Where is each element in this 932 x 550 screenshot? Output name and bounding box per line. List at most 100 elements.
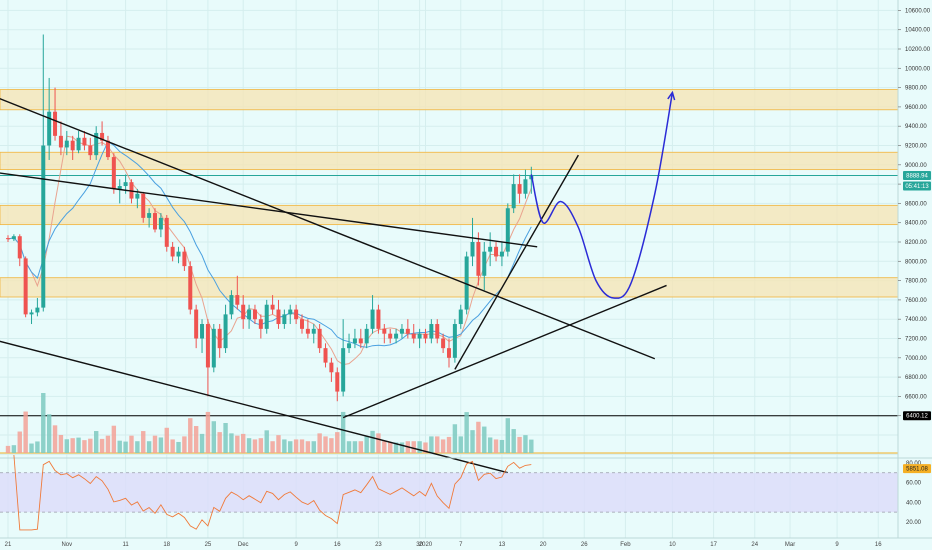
candle-body — [53, 111, 58, 136]
candle — [376, 304, 381, 334]
volume-bar — [41, 393, 46, 453]
candle-body — [29, 312, 34, 315]
candle-body — [70, 140, 75, 151]
price-tick-label: 8400.00 — [905, 221, 927, 227]
candle-body — [517, 184, 522, 194]
volume-bar — [364, 436, 369, 453]
candle — [70, 135, 75, 160]
candle-body — [147, 213, 152, 218]
trendlines — [0, 97, 667, 474]
candle-body — [117, 186, 122, 189]
candle-body — [399, 328, 404, 334]
candle — [164, 214, 169, 252]
volume-bar — [246, 438, 252, 453]
trendline-2 — [342, 284, 667, 419]
time-tick-label: 26 — [581, 542, 588, 548]
candle-body — [341, 348, 346, 392]
candle — [435, 319, 440, 344]
candle-body — [135, 193, 140, 199]
volume-bar — [158, 437, 164, 453]
volume-bar — [176, 441, 181, 453]
projection-path — [530, 90, 676, 299]
price-tick-label: 8200.00 — [905, 240, 927, 246]
volume-bar — [517, 436, 522, 453]
volume-bar — [182, 436, 187, 453]
candle — [341, 319, 346, 397]
time-tick-label: 18 — [163, 542, 170, 548]
volume-bar — [76, 437, 81, 453]
volume-bar — [94, 431, 99, 453]
volume-bar — [35, 441, 40, 453]
candle-body — [105, 140, 110, 158]
candle — [270, 295, 275, 315]
volume-bar — [346, 441, 352, 453]
rsi-tick-label: 80.00 — [906, 461, 922, 467]
candle-body — [235, 295, 240, 305]
volume-bar — [141, 431, 146, 453]
volume-bar — [229, 433, 234, 453]
trendline-0 — [0, 97, 656, 360]
candle-body — [164, 217, 169, 247]
volume-bar — [17, 431, 22, 453]
trendline-4 — [0, 172, 538, 248]
price-tag-box — [903, 411, 931, 421]
candle — [235, 275, 240, 310]
candle — [41, 34, 46, 312]
candle-body — [241, 304, 246, 320]
volume-bar — [88, 438, 93, 453]
candle — [141, 191, 146, 223]
candle-body — [376, 309, 381, 329]
candle — [464, 251, 469, 315]
volume-bar — [335, 432, 340, 453]
volume-bar — [429, 436, 434, 453]
candle-body — [100, 132, 105, 141]
candle — [517, 174, 522, 204]
volume-bar — [252, 439, 258, 453]
candle-body — [329, 362, 334, 373]
volume-bar — [276, 435, 281, 453]
time-tick-label: 20 — [540, 542, 547, 548]
price-tick-label: 9600.00 — [905, 105, 927, 111]
candle — [153, 208, 157, 233]
price-tag-1: 05:41:13 — [903, 181, 931, 191]
candle — [505, 203, 510, 257]
candle — [441, 333, 446, 353]
candle — [417, 328, 422, 349]
volume-bar — [293, 439, 299, 453]
trendline-1 — [0, 340, 508, 474]
candle — [511, 174, 516, 214]
candle-body — [64, 140, 69, 148]
volume-bar — [511, 429, 516, 453]
volume-bar — [152, 435, 158, 453]
candle-body — [464, 256, 469, 310]
volume-bar — [5, 445, 11, 453]
candle — [205, 319, 210, 397]
price-tag-box — [903, 464, 931, 474]
volume-bar — [376, 433, 381, 453]
candle — [111, 153, 116, 194]
price-tag-label: 05:41:13 — [905, 184, 929, 190]
support-resistance-zones — [0, 89, 899, 298]
projection-curve — [530, 92, 674, 299]
candle-body — [123, 182, 128, 187]
candle — [405, 319, 410, 339]
volume-bar — [393, 442, 399, 453]
candle — [194, 304, 199, 349]
volume-bar — [529, 439, 534, 453]
candle-body — [270, 304, 275, 310]
volume-bar — [388, 442, 393, 453]
time-tick-label: 10 — [669, 542, 676, 548]
candle — [282, 309, 287, 329]
volume-bar — [423, 442, 428, 453]
volume-bar — [199, 433, 205, 453]
volume-bar — [464, 412, 469, 453]
candle — [447, 338, 451, 368]
candle-body — [58, 135, 63, 148]
candle — [158, 213, 163, 238]
candle — [64, 131, 69, 156]
volume-bar — [205, 411, 211, 453]
volume-bar — [329, 438, 334, 453]
candle — [247, 304, 252, 329]
rsi-pane: 80.00 60.00 40.00 20.00 — [0, 454, 932, 531]
